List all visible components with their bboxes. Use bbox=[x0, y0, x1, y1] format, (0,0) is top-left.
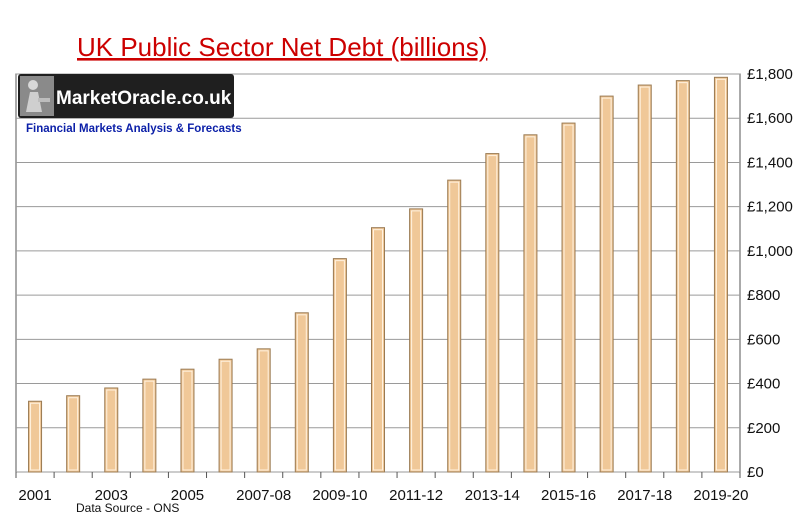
bar bbox=[409, 208, 424, 473]
x-axis-ticks: 2001 2003 2005 2007-08 2009-10 2011-12 2013-14… bbox=[15, 472, 748, 504]
bar-highlight bbox=[220, 360, 231, 471]
logo-text: MarketOracle.co.uk bbox=[56, 88, 232, 109]
bar-highlight bbox=[525, 136, 536, 471]
bar-body bbox=[675, 80, 690, 473]
x-tick-label: 2017-18 bbox=[617, 487, 672, 504]
x-tick-label: 2015-16 bbox=[541, 487, 596, 504]
y-tick-label: £200 bbox=[747, 420, 780, 437]
bar-highlight bbox=[334, 260, 345, 471]
x-tick-label: 2009-10 bbox=[312, 487, 367, 504]
y-tick-label: £600 bbox=[747, 331, 780, 348]
bar bbox=[294, 312, 309, 473]
bar bbox=[561, 122, 576, 473]
bar bbox=[675, 80, 690, 473]
y-tick-label: £1,200 bbox=[747, 199, 793, 216]
x-tick-label: 2019-20 bbox=[693, 487, 748, 504]
bar-highlight bbox=[601, 97, 612, 471]
bar bbox=[599, 95, 614, 473]
y-tick-label: £1,000 bbox=[747, 243, 793, 260]
y-tick-label: £400 bbox=[747, 376, 780, 393]
y-tick-label: £1,400 bbox=[747, 154, 793, 171]
bar-highlight bbox=[144, 380, 155, 471]
logo-tagline: Financial Markets Analysis & Forecasts bbox=[26, 123, 242, 135]
bar-highlight bbox=[258, 350, 269, 471]
y-tick-label: £0 bbox=[747, 464, 764, 481]
bar-highlight bbox=[563, 124, 574, 471]
bar-body bbox=[66, 395, 81, 473]
bar-body bbox=[637, 84, 652, 473]
x-tick-label: 2003 bbox=[95, 487, 128, 504]
y-tick-label: £1,600 bbox=[747, 110, 793, 127]
bar-highlight bbox=[296, 314, 307, 471]
bar-body bbox=[447, 179, 462, 473]
bar-body bbox=[332, 258, 347, 473]
logo-figure-icon bbox=[20, 76, 54, 116]
bar bbox=[447, 179, 462, 473]
bar-highlight bbox=[487, 155, 498, 471]
bar-highlight bbox=[182, 370, 193, 471]
bar-body bbox=[256, 348, 271, 473]
bar-body bbox=[294, 312, 309, 473]
bar-body bbox=[713, 76, 728, 473]
bar-highlight bbox=[715, 78, 726, 471]
bar bbox=[371, 227, 385, 473]
bar-highlight bbox=[68, 397, 79, 471]
bar bbox=[28, 400, 43, 473]
bar bbox=[180, 368, 195, 473]
bar-highlight bbox=[639, 86, 650, 471]
logo-background bbox=[18, 74, 234, 118]
bar-body bbox=[218, 358, 233, 473]
x-tick-label: 2001 bbox=[18, 487, 51, 504]
bar bbox=[218, 358, 233, 473]
x-tick-label: 2011-12 bbox=[389, 487, 443, 504]
x-tick-label: 2005 bbox=[171, 487, 204, 504]
bar bbox=[104, 387, 119, 473]
bar-highlight bbox=[30, 402, 41, 471]
x-tick-label: 2007-08 bbox=[236, 487, 291, 504]
bar-body bbox=[28, 400, 43, 473]
bar bbox=[485, 153, 500, 473]
chart-title: UK Public Sector Net Debt (billions) bbox=[77, 32, 487, 62]
bar-body bbox=[371, 227, 385, 473]
bar-body bbox=[485, 153, 500, 473]
bars bbox=[28, 76, 728, 473]
bar-highlight bbox=[449, 181, 460, 471]
bar-body bbox=[561, 122, 576, 473]
bar-body bbox=[523, 134, 538, 473]
bar bbox=[523, 134, 538, 473]
logo: MarketOracle.co.uk Financial Markets Ana… bbox=[18, 74, 242, 135]
y-axis-ticks: £0 £200 £400 £600 £800 £1,000 £1,200 £1,400 £1,6… bbox=[747, 66, 793, 481]
bar bbox=[713, 76, 728, 473]
data-source-note: Data Source - ONS bbox=[76, 501, 179, 515]
bar bbox=[637, 84, 652, 473]
bar-highlight bbox=[373, 229, 383, 471]
bar-body bbox=[599, 95, 614, 473]
bar-highlight bbox=[411, 210, 422, 471]
bar bbox=[332, 258, 347, 473]
bar-highlight bbox=[106, 389, 117, 471]
bar-body bbox=[409, 208, 424, 473]
bar bbox=[256, 348, 271, 473]
bar bbox=[142, 378, 157, 473]
y-tick-label: £1,800 bbox=[747, 66, 793, 83]
y-tick-label: £800 bbox=[747, 287, 780, 304]
bar-highlight bbox=[677, 82, 688, 471]
bar-body bbox=[104, 387, 119, 473]
bar-body bbox=[180, 368, 195, 473]
bar-body bbox=[142, 378, 157, 473]
bar bbox=[66, 395, 81, 473]
x-tick-label: 2013-14 bbox=[465, 487, 520, 504]
